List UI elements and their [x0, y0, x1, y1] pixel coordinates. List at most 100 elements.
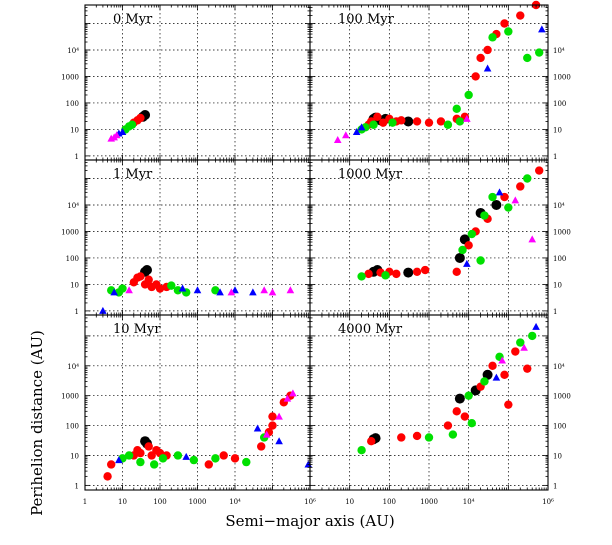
y-tick-label: 10⁴ [553, 363, 565, 371]
data-point-triangle [492, 373, 501, 381]
data-point-triangle [99, 306, 107, 314]
data-point-circle [500, 19, 509, 28]
data-point-circle [491, 199, 502, 210]
data-point-circle [268, 412, 277, 421]
data-point-triangle [182, 452, 191, 460]
y-tick-label: 10 [553, 126, 562, 134]
data-point-circle [464, 90, 473, 100]
data-point-circle [412, 431, 422, 441]
y-tick-label: 100 [66, 423, 79, 431]
data-point-circle [511, 347, 520, 356]
data-point-circle [412, 267, 422, 276]
data-point-circle [476, 256, 485, 265]
y-tick-label: 100 [553, 423, 566, 431]
data-point-triangle [528, 235, 537, 243]
x-tick-label: 10⁶ [542, 498, 554, 506]
x-tick-label: 10⁶ [304, 498, 316, 506]
data-point-triangle [125, 286, 133, 294]
data-point-circle [516, 338, 525, 347]
x-tick-label: 100 [383, 498, 396, 506]
y-tick-label: 10⁴ [553, 202, 565, 210]
data-point-circle [504, 203, 513, 212]
data-point-circle [448, 430, 458, 439]
data-point-circle [211, 454, 220, 463]
x-tick-label: 10⁴ [463, 498, 475, 506]
data-point-circle [378, 118, 388, 127]
panel-label: 10 Myr [113, 322, 161, 337]
y-tick-label: 1 [75, 308, 79, 316]
data-point-triangle [538, 25, 546, 33]
data-point-circle [173, 451, 183, 460]
data-point-circle [392, 269, 401, 279]
data-point-circle [219, 451, 228, 460]
y-tick-label: 10⁴ [67, 202, 79, 210]
data-point-circle [412, 117, 422, 126]
data-point-circle [173, 286, 183, 295]
x-tick-label: 10 [118, 498, 127, 506]
data-point-circle [523, 174, 532, 183]
data-point-circle [480, 211, 489, 220]
data-point-circle [504, 27, 513, 36]
data-point-triangle [498, 356, 506, 364]
data-point-triangle [532, 322, 540, 330]
data-point-circle [467, 229, 477, 239]
data-point-triangle [193, 286, 202, 294]
data-point-circle [103, 472, 112, 481]
data-point-circle [136, 113, 145, 123]
data-point-triangle [463, 259, 471, 267]
data-point-triangle [260, 286, 268, 294]
data-point-circle [369, 120, 378, 129]
x-tick-label: 10⁴ [229, 498, 241, 506]
data-point-triangle [110, 288, 118, 296]
y-tick-label: 100 [66, 255, 79, 263]
y-tick-label: 1000 [61, 73, 79, 81]
data-point-triangle [463, 114, 471, 122]
y-tick-label: 10 [553, 452, 562, 460]
y-tick-label: 10⁴ [67, 47, 79, 55]
data-point-circle [136, 448, 145, 458]
data-point-circle [535, 48, 544, 57]
y-tick-label: 1000 [553, 228, 571, 236]
data-point-triangle [289, 389, 297, 397]
data-point-circle [242, 457, 251, 467]
data-point-circle [523, 364, 532, 373]
panel-label: 1000 Myr [338, 167, 403, 182]
data-point-triangle [283, 394, 292, 402]
data-point-circle [167, 281, 176, 290]
data-point-circle [443, 421, 453, 430]
data-point-circle [124, 451, 134, 460]
data-point-triangle [275, 437, 283, 445]
data-point-triangle [352, 127, 361, 135]
y-tick-label: 1 [553, 153, 557, 161]
data-point-triangle [483, 64, 492, 72]
data-point-triangle [275, 412, 283, 420]
y-tick-label: 1 [75, 482, 79, 490]
y-tick-label: 100 [553, 100, 566, 108]
data-point-circle [523, 53, 532, 63]
data-point-circle [464, 391, 473, 400]
data-point-circle [488, 361, 497, 370]
data-point-circle [424, 433, 434, 442]
data-point-circle [488, 33, 497, 42]
data-point-circle [144, 275, 153, 284]
data-point-circle [257, 442, 266, 451]
data-point-circle [455, 117, 465, 126]
data-point-circle [144, 442, 153, 451]
data-point-triangle [342, 131, 350, 139]
panel-label: 0 Myr [113, 12, 153, 27]
data-point-circle [403, 267, 414, 278]
data-point-circle [458, 245, 467, 255]
data-point-triangle [511, 196, 520, 204]
x-tick-label: 1000 [189, 498, 207, 506]
panel-frame [309, 314, 549, 491]
data-point-triangle [520, 343, 528, 351]
data-point-triangle [495, 188, 504, 196]
x-tick-label: 10 [345, 498, 354, 506]
data-point-circle [483, 45, 492, 55]
data-point-triangle [118, 127, 127, 135]
data-point-circle [452, 407, 461, 416]
data-point-circle [397, 433, 406, 442]
data-point-circle [454, 252, 465, 263]
data-point-circle [158, 454, 168, 463]
